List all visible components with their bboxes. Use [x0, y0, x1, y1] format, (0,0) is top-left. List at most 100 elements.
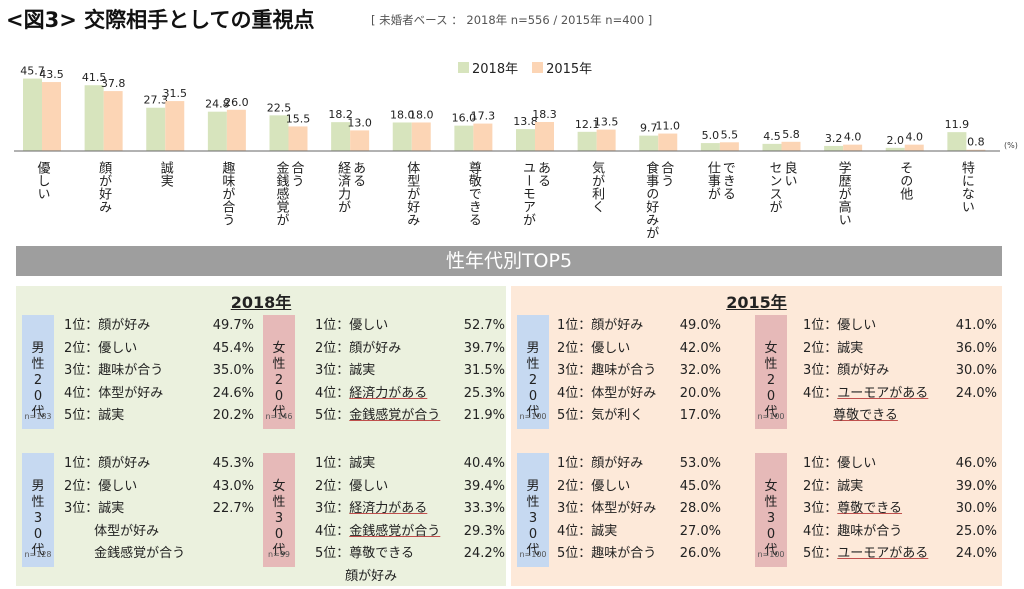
category-label-12-0: 良い [782, 160, 797, 187]
group-tag-char: 男 [526, 479, 540, 494]
group-tag-0-1: 女性 2 0 代 n=146 [263, 315, 295, 429]
rank-list-1-3: 1位：優しい 46.0% 2位：誠実 39.0% 3位：尊敬できる 30.0% 4位：趣味が… [803, 453, 997, 566]
group-tag-char: 0 [33, 389, 43, 404]
group-tag-char: 性 [272, 357, 286, 372]
data-label-9-0: 12.1 [575, 118, 600, 131]
category-label-4-0: 合う [289, 161, 305, 187]
bar-14-0 [885, 147, 905, 151]
group-tag-char: 代 [764, 543, 778, 558]
rank-item-text: 4位：体型が好み [557, 385, 657, 401]
group-tag-char: 性 [272, 495, 286, 510]
group-tag-char: 2 [33, 373, 43, 388]
rank-row: 4位：金銭感覚が合う 29.3% [315, 521, 505, 544]
rank-item-percent: 28.0% [679, 501, 721, 516]
rank-item-percent: 24.0% [955, 546, 997, 561]
group-tag-char: 性 [764, 357, 778, 372]
rank-item-text: 5位：尊敬できる [315, 546, 415, 561]
rank-row: 1位：顔が好み 49.7% [64, 315, 254, 338]
rank-row: 尊敬できる [803, 405, 997, 428]
bar-12-0 [762, 143, 782, 151]
bar-11-0 [700, 143, 720, 151]
panel-year-2018: 2018年 [230, 293, 292, 312]
rank-item-percent: 39.7% [463, 340, 505, 356]
rank-row: 5位：趣味が合う 26.0% [557, 543, 721, 566]
bar-6-1 [411, 122, 431, 151]
rank-item-percent: 30.0% [955, 501, 997, 516]
rank-list-0-1: 1位：優しい 52.7% 2位：顔が好み 39.7% 3位：誠実 31.5% 4位：経済力が… [315, 315, 505, 428]
data-label-9-1: 13.5 [594, 116, 619, 129]
group-tag-char: 0 [528, 389, 538, 404]
group-tag-char: 2 [528, 373, 538, 388]
bar-5-0 [331, 122, 351, 151]
rank-row: 2位：優しい 43.0% [64, 476, 254, 499]
rank-item-percent: 45.4% [212, 340, 254, 356]
rank-row: 4位：体型が好み 24.6% [64, 383, 254, 406]
rank-list-1-1: 1位：優しい 41.0% 2位：誠実 36.0% 3位：顔が好み 30.0% 4位：ユーモア… [803, 315, 997, 428]
bar-4-1 [288, 126, 308, 151]
rank-row: 金銭感覚が合う [64, 543, 254, 566]
rank-item-percent: 20.2% [212, 408, 254, 423]
data-label-1-0: 41.5 [82, 71, 107, 84]
group-tag-char: 0 [528, 527, 538, 542]
rank-item-text: 4位：経済力がある [315, 385, 428, 401]
group-tag-char: 女 [272, 341, 286, 356]
rank-item-percent: 32.0% [679, 363, 721, 378]
rank-item-percent: 21.9% [463, 408, 505, 423]
bar-1-0 [84, 85, 104, 151]
rank-item-text: 1位：顔が好み [64, 456, 151, 471]
data-label-15-0: 11.9 [945, 118, 970, 131]
group-tag-char: 性 [31, 357, 45, 372]
bar-5-1 [350, 130, 370, 151]
rank-list-0-3: 1位：誠実 40.4% 2位：優しい 39.4% 3位：経済力がある 33.3% 4位：金銭… [315, 453, 505, 588]
category-label-10-1: 食事の好みが [643, 160, 659, 239]
rank-row: 2位：優しい 45.0% [557, 476, 721, 499]
rank-row: 1位：優しい 46.0% [803, 453, 997, 476]
group-tag-char: 性 [31, 495, 45, 510]
data-label-8-1: 18.3 [532, 108, 557, 121]
data-label-0-1: 43.5 [39, 68, 64, 81]
legend-item-2015: 2015年 [532, 58, 592, 77]
group-sample-size: n=128 [24, 550, 52, 559]
category-label-11-0: できる [720, 161, 735, 200]
group-tag-char: 性 [526, 357, 540, 372]
category-label-12-1: センスが [767, 161, 783, 213]
rank-item-percent: 35.0% [212, 363, 254, 378]
bar-15-0 [947, 132, 967, 151]
rank-row: 3位：趣味が合う 35.0% [64, 360, 254, 383]
rank-item-text: 4位：金銭感覚が合う [315, 523, 441, 539]
group-tag-char: 男 [31, 341, 45, 356]
rank-row: 2位：誠実 39.0% [803, 476, 997, 499]
rank-item-text: 1位：優しい [803, 318, 877, 333]
group-sample-size: n=100 [519, 550, 547, 559]
data-label-1-1: 37.8 [101, 77, 126, 90]
rank-row: 4位：誠実 27.0% [557, 521, 721, 544]
rank-item-percent: 40.4% [463, 456, 505, 471]
rank-row: 4位：趣味が合う 25.0% [803, 521, 997, 544]
group-tag-1-0: 男性 2 0 代 n=100 [517, 315, 549, 429]
data-label-3-1: 26.0 [224, 96, 249, 109]
rank-item-text: 4位：趣味が合う [803, 523, 903, 539]
rank-item-percent: 29.3% [463, 523, 505, 539]
category-label-8-1: ユーモアが [520, 161, 536, 226]
bar-2-1 [165, 101, 185, 151]
rank-item-text: 3位：誠実 [315, 363, 376, 378]
data-label-5-1: 13.0 [347, 116, 372, 129]
rank-item-text: 2位：優しい [315, 478, 389, 494]
bar-3-1 [226, 109, 246, 151]
bar-10-1 [658, 133, 678, 151]
category-label-11-1: 仕事が [705, 161, 721, 200]
panel-year-2015: 2015年 [726, 293, 787, 312]
rank-item-text: 2位：顔が好み [315, 340, 402, 356]
bar-2-0 [146, 107, 166, 151]
bar-13-1 [843, 144, 863, 151]
group-tag-char: 女 [764, 479, 778, 494]
rank-row: 1位：優しい 41.0% [803, 315, 997, 338]
rank-row: 2位：優しい 42.0% [557, 338, 721, 361]
rank-item-percent: 45.0% [679, 478, 721, 494]
data-label-0-0: 45.7 [20, 65, 45, 78]
bar-10-0 [639, 135, 659, 151]
category-label-8-0: ある [535, 161, 550, 187]
rank-item-text: 金銭感覚が合う [64, 546, 186, 561]
group-tag-char: 0 [274, 389, 284, 404]
bar-8-0 [516, 129, 535, 151]
